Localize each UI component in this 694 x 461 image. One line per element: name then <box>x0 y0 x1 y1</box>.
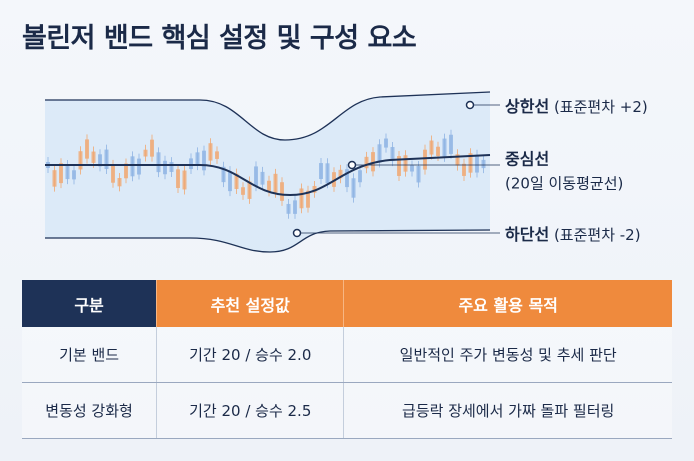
candle-body <box>403 155 408 172</box>
candle-body <box>111 164 115 183</box>
candle-body <box>91 151 96 163</box>
candle-body <box>351 178 356 198</box>
candle-body <box>98 154 102 167</box>
marker <box>347 160 357 170</box>
candle-body <box>312 185 317 193</box>
candle-body <box>364 156 369 169</box>
table-cell: 변동성 강화형 <box>22 382 157 439</box>
candle-body <box>234 173 239 189</box>
candle-body <box>228 171 232 192</box>
candle-body <box>163 160 167 175</box>
candle-body <box>423 149 427 170</box>
candle-body <box>241 187 245 195</box>
candle-body <box>137 158 141 175</box>
candle-body <box>85 139 89 159</box>
candle-body <box>410 165 414 172</box>
candle-body <box>273 173 278 193</box>
settings-table: 구분 추천 설정값 주요 활용 목적 기본 밴드 기간 20 / 승수 2.0 일반적인… <box>22 280 672 439</box>
table-cell: 기간 20 / 승수 2.0 <box>156 327 344 383</box>
table-body: 기본 밴드 기간 20 / 승수 2.0 일반적인 주가 변동성 및 추세 판단 변동… <box>22 327 672 439</box>
candle-body <box>150 139 154 157</box>
candle-body <box>104 149 109 170</box>
candle-body <box>416 165 421 183</box>
candle-body <box>156 152 161 173</box>
candle-body <box>325 163 330 184</box>
candle-body <box>345 169 349 188</box>
candle-body <box>189 158 193 170</box>
candle-body <box>169 162 174 172</box>
candle-body <box>130 156 135 177</box>
candle-body <box>72 170 76 180</box>
table-row: 변동성 강화형 기간 20 / 승수 2.5 급등락 장세에서 가짜 돌파 필터링 <box>22 382 672 439</box>
middle-band <box>45 154 491 197</box>
candles <box>46 129 486 219</box>
candle-body <box>195 152 200 166</box>
candle-body <box>390 146 395 162</box>
candle-body <box>429 140 434 155</box>
candle-body <box>481 159 486 169</box>
candle-body <box>176 169 180 188</box>
candle-body <box>280 182 284 201</box>
candle-body <box>117 178 122 187</box>
candle-body <box>332 172 336 187</box>
candle-body <box>455 154 460 166</box>
table-cell: 기간 20 / 승수 2.5 <box>156 382 344 439</box>
candle-body <box>449 134 453 154</box>
candle-body <box>371 152 375 172</box>
candle-body <box>182 170 187 190</box>
candle-body <box>254 166 258 187</box>
candle-body <box>59 163 63 184</box>
band-diagram: 상한선 (표준편차 +2) 중심선 (20일 이동평균선) 하단선 (표준편차 … <box>45 91 648 253</box>
title: 볼린저 밴드 핵심 설정 및 구성 요소 <box>22 23 417 54</box>
upper-band <box>45 91 491 141</box>
marker <box>292 228 302 238</box>
band-area <box>45 92 490 252</box>
candle-body <box>202 150 206 171</box>
candle-body <box>247 181 252 199</box>
candle-body <box>52 170 57 187</box>
candle-body <box>384 138 388 148</box>
candle-body <box>462 163 466 176</box>
candle-body <box>299 188 304 209</box>
table-cell: 급등락 장세에서 가짜 돌파 필터링 <box>343 382 672 439</box>
header-cell: 추천 설정값 <box>156 280 344 327</box>
middle-label: 중심선 <box>505 150 549 169</box>
candle-body <box>267 180 271 192</box>
candle-body <box>208 143 213 161</box>
candle-body <box>143 149 148 157</box>
table-cell: 기본 밴드 <box>22 327 157 383</box>
candle-body <box>475 154 479 173</box>
candle-body <box>319 163 323 179</box>
candle-body <box>293 200 297 214</box>
candle-body <box>377 144 382 163</box>
table-row: 기본 밴드 기간 20 / 승수 2.0 일반적인 주가 변동성 및 추세 판단 <box>22 327 672 383</box>
upper-label: 상한선 (표준편차 +2) <box>505 97 648 116</box>
table-cell: 일반적인 주가 변동성 및 추세 판단 <box>343 327 672 383</box>
candle-body <box>468 153 473 173</box>
candle-body <box>286 203 291 214</box>
candle-body <box>397 156 401 176</box>
candle-body <box>260 171 265 185</box>
header-cell: 구분 <box>22 280 157 327</box>
candle-body <box>124 163 128 179</box>
candle-body <box>338 169 343 179</box>
header-row: 구분 추천 설정값 주요 활용 목적 <box>22 280 672 327</box>
candle-body <box>358 170 362 183</box>
candle-body <box>65 165 70 180</box>
candle-body <box>221 166 226 183</box>
candle-body <box>436 146 440 156</box>
marker <box>465 100 475 110</box>
candle-body <box>442 138 447 157</box>
candle-body <box>306 190 310 208</box>
candle-body <box>215 151 219 159</box>
middle-desc: (20일 이동평균선) <box>505 175 623 193</box>
candle-body <box>78 151 83 170</box>
lower-band <box>45 229 491 253</box>
lower-label: 하단선 (표준편차 -2) <box>505 225 641 244</box>
header-cell: 주요 활용 목적 <box>343 280 672 327</box>
